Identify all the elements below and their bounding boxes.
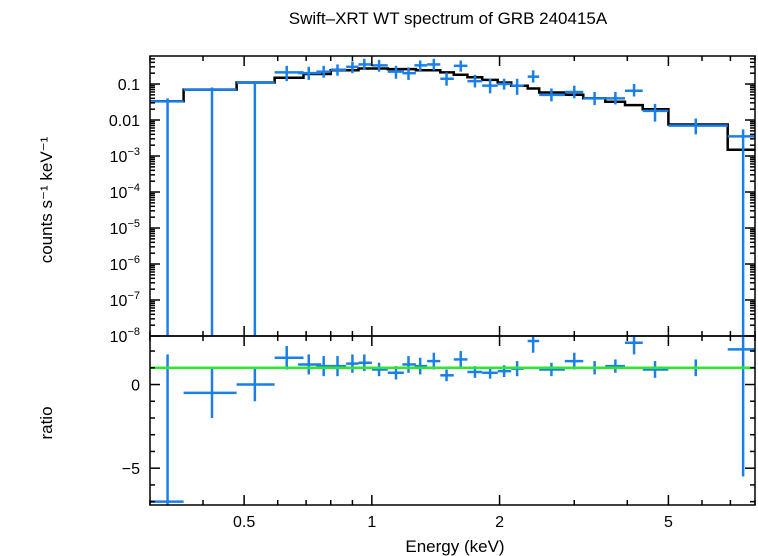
bottom-axes: 0.5 1 2 5 0 −5 — [122, 336, 756, 531]
x-axis-label: Energy (keV) — [405, 537, 504, 556]
ratio-point-7 — [330, 356, 347, 377]
ratio-point-27 — [642, 361, 669, 378]
y-tick-label-2: 0.01 — [109, 113, 140, 130]
spectrum-point-24 — [583, 91, 606, 106]
y-tick-label-1: 0.1 — [118, 77, 140, 94]
spectrum-point-29 — [727, 129, 755, 336]
ratio-point-10 — [371, 362, 388, 377]
spectrum-point-17 — [467, 74, 483, 88]
x-tick-label-3: 2 — [495, 514, 504, 531]
spectrum-point-16 — [453, 60, 468, 72]
ratio-point-3 — [236, 367, 275, 402]
ratio-point-12 — [402, 356, 416, 373]
y-axis-label-spectrum: counts s⁻¹ keV⁻¹ — [37, 136, 56, 263]
spectrum-point-11 — [387, 65, 404, 79]
spectrum-point-21 — [527, 70, 540, 83]
spectrum-point-13 — [414, 60, 428, 71]
spectrum-panel: 0.1 0.01 10−3 10−4 10−5 10−6 10−7 10−8 — [109, 55, 756, 346]
spectrum-point-23 — [564, 85, 584, 99]
chart-title: Swift–XRT WT spectrum of GRB 240415A — [289, 9, 608, 28]
ratio-point-26 — [624, 336, 643, 355]
y-tick-label-6: 10−6 — [110, 254, 140, 274]
model-layer — [150, 67, 755, 151]
model-step-line — [150, 67, 755, 151]
ratio-point-29 — [727, 336, 755, 477]
ratio-point-2 — [183, 367, 237, 418]
ratio-point-5 — [298, 354, 322, 375]
y-tick-label-7: 10−7 — [110, 290, 140, 310]
spectrum-point-5 — [298, 66, 322, 80]
ratio-point-13 — [414, 357, 428, 375]
y-tick-label-8: 10−8 — [110, 326, 140, 346]
ratio-point-1 — [150, 354, 184, 505]
spectrum-point-22 — [539, 88, 565, 102]
x-tick-label-4: 5 — [664, 514, 673, 531]
spectrum-point-7 — [330, 64, 347, 76]
spectrum-point-2 — [183, 87, 237, 336]
y-axis-label-ratio: ratio — [37, 406, 56, 439]
spectrum-point-10 — [371, 59, 388, 72]
y-tick-label-5: 10−5 — [110, 218, 140, 238]
ratio-point-6 — [316, 356, 331, 377]
spectrum-point-9 — [358, 58, 372, 70]
ratio-point-16 — [453, 351, 468, 368]
y-tick-label-4: 10−4 — [110, 182, 140, 202]
spectrum-point-1 — [150, 98, 184, 336]
spectrum-point-18 — [482, 78, 498, 94]
spectrum-point-6 — [316, 65, 331, 78]
spectrum-point-3 — [236, 81, 275, 336]
spectrum-point-25 — [605, 91, 625, 105]
x-tick-label-1: 0.5 — [233, 514, 255, 531]
ratio-point-4 — [274, 346, 304, 370]
spectrum-point-19 — [497, 78, 512, 90]
spectrum-point-26 — [624, 84, 643, 97]
spectrum-point-20 — [511, 78, 524, 95]
ratio-y-tick-label-2: −5 — [122, 461, 140, 478]
ratio-point-21 — [527, 336, 540, 353]
ratio-data-layer — [150, 336, 755, 505]
ratio-point-8 — [346, 354, 359, 373]
spectrum-point-27 — [642, 103, 669, 122]
ratio-point-25 — [605, 359, 625, 373]
ratio-point-22 — [539, 362, 565, 377]
spectrum-point-14 — [427, 58, 441, 71]
y-tick-label-3: 10−3 — [110, 146, 140, 166]
ratio-panel: 0.5 1 2 5 0 −5 — [122, 335, 756, 531]
spectrum-point-28 — [668, 118, 728, 135]
bottom-panel-frame — [149, 335, 756, 506]
spectrum-point-12 — [402, 67, 416, 80]
ratio-point-15 — [440, 369, 454, 382]
spectrum-point-15 — [440, 72, 454, 86]
top-axes: 0.1 0.01 10−3 10−4 10−5 10−6 10−7 10−8 — [109, 56, 756, 346]
data-layer — [150, 58, 755, 336]
ratio-y-tick-label-1: 0 — [131, 378, 140, 395]
top-panel-frame — [149, 55, 756, 337]
spectrum-point-8 — [346, 61, 359, 74]
x-tick-label-2: 1 — [367, 514, 376, 531]
